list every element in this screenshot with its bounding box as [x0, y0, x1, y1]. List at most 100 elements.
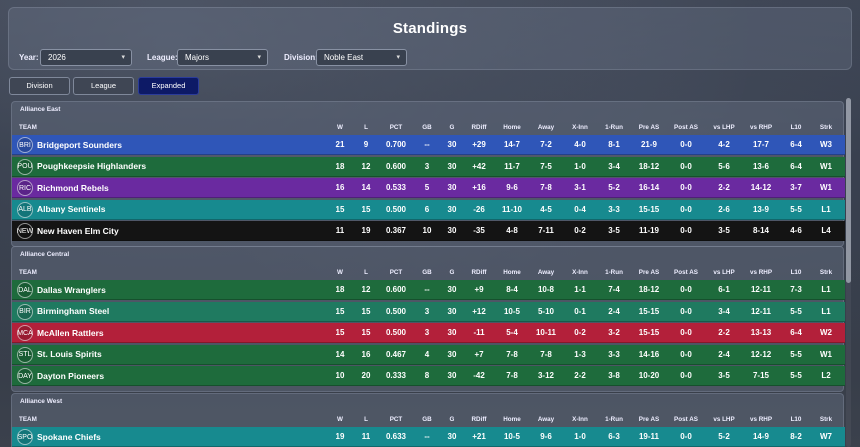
column-header[interactable]: Away [537, 123, 555, 131]
stat-cell: 7-8 [540, 183, 552, 192]
column-header[interactable]: G [449, 123, 455, 131]
column-header[interactable]: L10 [790, 268, 802, 276]
column-header[interactable]: G [449, 415, 455, 423]
column-header[interactable]: W [337, 123, 343, 131]
column-header[interactable]: vs LHP [713, 268, 735, 276]
year-select[interactable]: 2026 ▾ [40, 49, 132, 66]
table-row[interactable]: BIR Birmingham Steel 15 15 0.500 3 30 +12 10-5 5-… [12, 301, 845, 322]
column-header[interactable]: Away [537, 415, 555, 423]
column-header[interactable]: X-Inn [572, 268, 588, 276]
column-header[interactable]: Home [503, 123, 521, 131]
division-select-value: Noble East [324, 53, 364, 62]
column-header[interactable]: vs LHP [713, 123, 735, 131]
column-header[interactable]: TEAM [19, 268, 37, 276]
table-row[interactable]: POU Poughkeepsie Highlanders 18 12 0.600 3 30 +… [12, 156, 845, 177]
stat-cell: 30 [447, 328, 457, 337]
column-header[interactable]: W [337, 415, 343, 423]
stat-cell: -42 [473, 371, 485, 380]
column-header[interactable]: PCT [389, 415, 403, 423]
column-header[interactable]: RDiff [471, 123, 487, 131]
tab-division[interactable]: Division [9, 77, 70, 95]
column-header[interactable]: RDiff [471, 415, 487, 423]
column-header[interactable]: Pre AS [638, 415, 660, 423]
column-header[interactable]: Home [503, 415, 521, 423]
stat-cell: 15-15 [638, 306, 660, 316]
column-header[interactable]: Away [537, 268, 555, 276]
column-header[interactable]: Strk [819, 268, 833, 276]
table-row[interactable]: SPO Spokane Chiefs 19 11 0.633 -- 30 +21 10-5 9-6… [12, 427, 845, 447]
table-row[interactable]: NEW New Haven Elm City 11 19 0.367 10 30 -35 4-8… [12, 221, 845, 241]
team-name[interactable]: Bridgeport Sounders [37, 139, 123, 150]
column-header[interactable]: PCT [389, 268, 403, 276]
stat-cell: 3-5 [608, 226, 620, 235]
team-name[interactable]: Poughkeepsie Highlanders [37, 161, 147, 171]
column-header[interactable]: W [337, 268, 343, 276]
column-header[interactable]: Post AS [674, 123, 698, 131]
column-header[interactable]: L10 [790, 415, 802, 423]
column-header[interactable]: PCT [389, 123, 403, 131]
column-header[interactable]: 1-Run [605, 123, 623, 131]
column-header[interactable]: Post AS [674, 415, 698, 423]
column-header[interactable]: L [364, 415, 368, 423]
stat-cell: 3-8 [608, 371, 620, 380]
column-header[interactable]: GB [422, 415, 432, 423]
stat-cell: +7 [474, 349, 484, 359]
team-name[interactable]: Spokane Chiefs [37, 431, 101, 442]
column-header[interactable]: L [364, 268, 368, 276]
column-header[interactable]: Strk [819, 415, 833, 423]
column-header[interactable]: Post AS [674, 268, 698, 276]
stat-cell: 8 [424, 371, 430, 380]
column-header[interactable]: vs RHP [749, 415, 773, 423]
team-name[interactable]: Birmingham Steel [37, 306, 110, 316]
column-header[interactable]: TEAM [19, 123, 37, 131]
column-header[interactable]: G [449, 268, 455, 276]
column-header[interactable]: 1-Run [605, 415, 623, 423]
stat-cell: 9-6 [540, 432, 552, 441]
stat-cell: 0-0 [680, 140, 692, 149]
column-header[interactable]: L [364, 123, 368, 131]
division-select[interactable]: Noble East ▾ [316, 49, 407, 66]
table-row[interactable]: BRI Bridgeport Sounders 21 9 0.700 -- 30 +29 14-… [12, 135, 845, 155]
table-row[interactable]: RIC Richmond Rebels 16 14 0.533 5 30 +16 9-6 7-8 3… [12, 178, 845, 198]
tab-league[interactable]: League [73, 77, 134, 95]
column-header[interactable]: GB [422, 268, 432, 276]
table-row[interactable]: MCA McAllen Rattlers 15 15 0.500 3 30 -11 5-4 10-… [12, 323, 845, 343]
stat-cell: 15-15 [638, 204, 660, 214]
column-header[interactable]: 1-Run [605, 268, 623, 276]
scrollbar-thumb[interactable] [846, 98, 851, 283]
column-header[interactable]: Strk [819, 123, 833, 131]
stat-cell: W2 [820, 328, 832, 337]
column-header[interactable]: L10 [790, 123, 802, 131]
stat-cell: 3 [424, 328, 430, 337]
column-header[interactable]: vs RHP [749, 123, 773, 131]
column-header[interactable]: vs RHP [749, 268, 773, 276]
stat-cell: +42 [472, 161, 486, 171]
stat-cell: 1-1 [574, 285, 586, 294]
table-row[interactable]: ALB Albany Sentinels 15 15 0.500 6 30 -26 11-10 4… [12, 199, 845, 220]
team-name[interactable]: McAllen Rattlers [37, 327, 104, 338]
column-header[interactable]: vs LHP [713, 415, 735, 423]
table-row[interactable]: DAY Dayton Pioneers 10 20 0.333 8 30 -42 7-8 3-12… [12, 366, 845, 386]
column-header[interactable]: GB [422, 123, 432, 131]
stat-cell: 4-6 [790, 226, 802, 235]
column-header[interactable]: X-Inn [572, 415, 588, 423]
table-row[interactable]: STL St. Louis Spirits 14 16 0.467 4 30 +7 7-8 7-8… [12, 344, 845, 365]
stat-cell: 7-8 [540, 349, 552, 359]
column-header[interactable]: RDiff [471, 268, 487, 276]
column-header[interactable]: X-Inn [572, 123, 588, 131]
column-header[interactable]: TEAM [19, 415, 37, 423]
table-row[interactable]: DAL Dallas Wranglers 18 12 0.600 -- 30 +9 8-4 10-… [12, 280, 845, 300]
league-select[interactable]: Majors ▾ [177, 49, 268, 66]
column-header[interactable]: Home [503, 268, 521, 276]
team-name[interactable]: Albany Sentinels [37, 204, 106, 214]
team-name[interactable]: Richmond Rebels [37, 182, 109, 193]
division-label: Division: [284, 53, 318, 62]
tab-expanded[interactable]: Expanded [138, 77, 199, 95]
column-header[interactable]: Pre AS [638, 268, 660, 276]
stat-cell: 7-11 [538, 226, 554, 235]
team-name[interactable]: Dayton Pioneers [37, 370, 105, 381]
column-header[interactable]: Pre AS [638, 123, 660, 131]
team-name[interactable]: Dallas Wranglers [37, 284, 106, 295]
team-name[interactable]: St. Louis Spirits [37, 349, 102, 359]
team-name[interactable]: New Haven Elm City [37, 225, 119, 236]
